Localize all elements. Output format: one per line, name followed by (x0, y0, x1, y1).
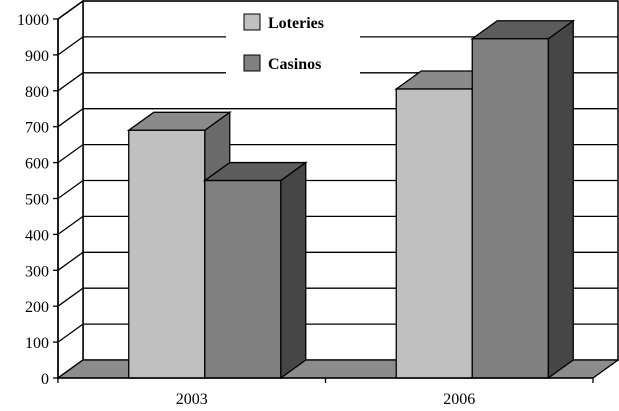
y-tick-label: 500 (25, 192, 49, 209)
gridline (57, 0, 618, 20)
x-axis-ticks: 2003 2006 (57, 378, 594, 408)
y-tick-label: 600 (25, 156, 49, 173)
y-tick-label: 700 (25, 120, 49, 137)
legend-swatch-casinos (243, 54, 261, 72)
legend-label-casinos: Casinos (268, 56, 321, 73)
y-tick-label: 200 (25, 299, 49, 316)
legend: Loteries Casinos (226, 9, 360, 81)
bar-side (547, 19, 574, 380)
y-axis-ticks: 0 100 200 300 400 500 600 700 800 900 1000 (17, 12, 58, 388)
bar-casinos-2006 (470, 19, 576, 380)
y-tick-label: 400 (25, 227, 49, 244)
x-tick-label: 2006 (443, 391, 475, 408)
y-tick-label: 300 (25, 263, 49, 280)
y-tick-label: 900 (25, 48, 49, 65)
bar-front (204, 179, 282, 379)
bar-side (280, 161, 307, 380)
y-tick-label: 0 (41, 371, 49, 388)
bar-casinos-2003 (202, 161, 308, 380)
legend-label-loteries: Loteries (268, 15, 324, 32)
bar-front (471, 38, 549, 379)
y-tick-label: 100 (25, 335, 49, 352)
legend-swatch-loteries (243, 13, 261, 31)
y-tick-label: 800 (25, 84, 49, 101)
y-tick-label: 1000 (17, 12, 49, 29)
bar-front (128, 129, 206, 379)
bar-front (395, 88, 473, 379)
gridline (57, 36, 618, 56)
bars (126, 19, 576, 380)
x-tick-label: 2003 (176, 391, 208, 408)
